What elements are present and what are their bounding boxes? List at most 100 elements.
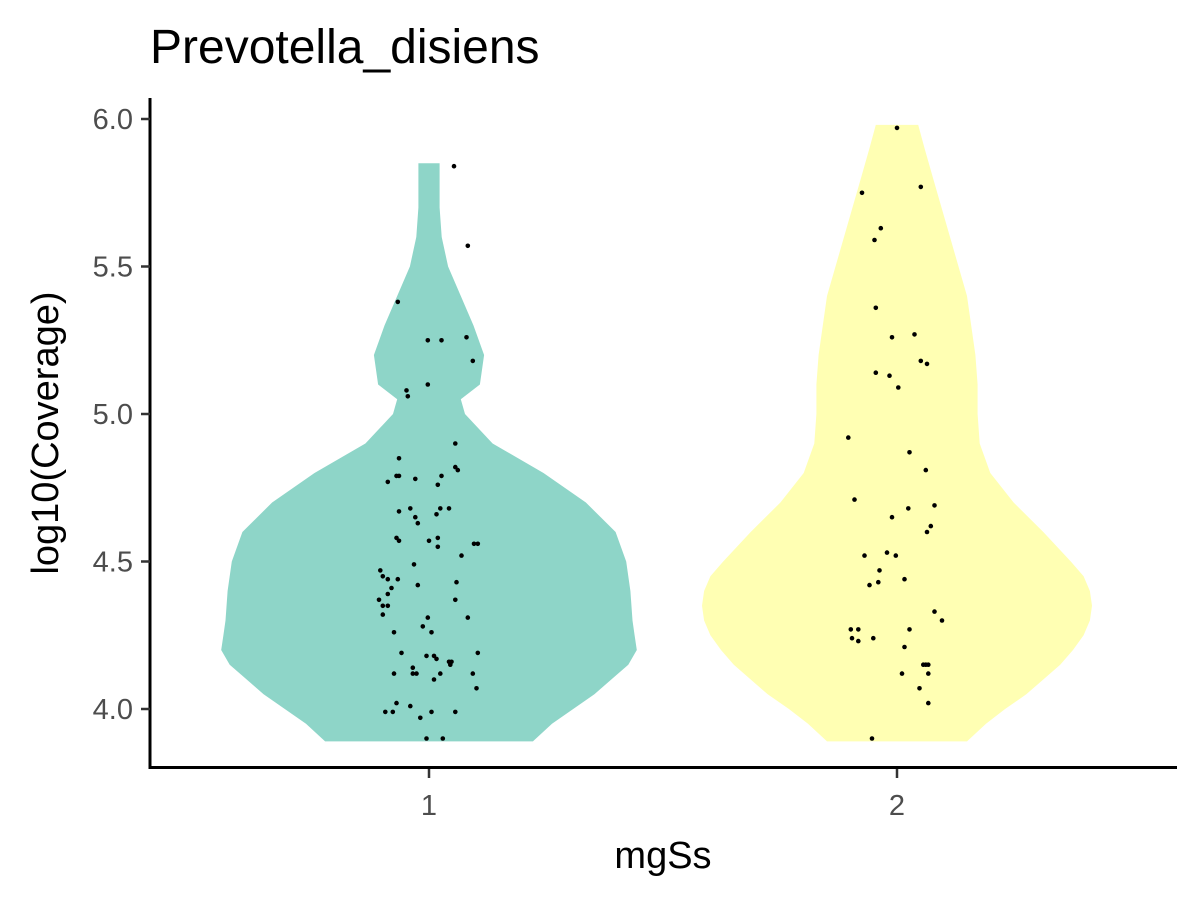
data-point: [455, 467, 461, 473]
data-point: [396, 538, 402, 544]
data-point: [404, 388, 409, 393]
data-point: [474, 686, 479, 691]
y-tick-label: 5.5: [93, 252, 133, 284]
y-tick-label: 4.0: [93, 694, 133, 726]
data-point: [454, 579, 459, 585]
data-point: [395, 576, 401, 582]
violin-1: [221, 163, 637, 742]
data-point: [385, 576, 391, 582]
data-point: [470, 671, 476, 676]
data-point: [396, 473, 402, 479]
violin-2: [702, 124, 1092, 742]
data-point: [871, 635, 876, 641]
data-point: [877, 568, 882, 573]
data-point: [873, 370, 879, 376]
data-point: [453, 441, 458, 446]
data-point: [889, 335, 895, 340]
data-point: [873, 305, 879, 311]
data-point: [396, 509, 402, 514]
data-point: [376, 597, 382, 603]
data-point: [415, 582, 421, 588]
data-point: [856, 638, 861, 644]
data-point: [907, 627, 912, 632]
data-point: [884, 550, 890, 555]
data-point: [414, 671, 419, 676]
data-point: [906, 506, 911, 511]
violins-layer: [221, 124, 1092, 742]
data-point: [396, 456, 402, 461]
data-point: [907, 450, 912, 455]
data-point: [435, 544, 441, 550]
data-point: [431, 677, 437, 682]
data-point: [924, 361, 930, 367]
x-axis-title: mgSs: [614, 835, 711, 877]
data-point: [889, 514, 895, 520]
points-layer: [376, 125, 945, 741]
data-point: [928, 523, 934, 529]
data-point: [867, 582, 872, 588]
data-point: [464, 335, 469, 340]
data-point: [451, 163, 457, 169]
data-point: [918, 184, 924, 190]
data-point: [939, 618, 945, 623]
data-point: [902, 644, 907, 650]
data-point: [924, 529, 930, 535]
data-point: [399, 650, 404, 656]
data-point: [896, 385, 901, 390]
data-point: [410, 671, 416, 676]
data-point: [383, 709, 388, 715]
data-point: [413, 514, 418, 520]
data-point: [465, 615, 471, 620]
y-tick-label: 5.0: [93, 399, 133, 431]
data-point: [465, 243, 471, 249]
data-point: [380, 603, 386, 609]
data-point: [380, 574, 386, 579]
data-point: [378, 568, 383, 573]
data-point: [434, 512, 439, 517]
data-point: [415, 520, 421, 526]
data-point: [470, 358, 476, 364]
y-tick-label: 4.5: [93, 547, 133, 579]
data-point: [849, 635, 855, 641]
data-point: [912, 332, 917, 337]
data-point: [926, 671, 931, 676]
x-tick-label: 1: [421, 790, 437, 822]
data-point: [459, 553, 464, 558]
data-point: [926, 700, 931, 706]
data-point: [917, 686, 922, 691]
data-point: [926, 662, 931, 667]
data-point: [429, 630, 434, 635]
chart-title: Prevotella_disiens: [150, 21, 540, 74]
data-point: [425, 615, 431, 620]
data-point: [438, 506, 443, 511]
data-point: [453, 597, 458, 603]
data-point: [448, 662, 453, 667]
data-point: [391, 671, 397, 676]
data-point: [439, 473, 444, 479]
data-point: [425, 338, 431, 343]
data-point: [389, 585, 394, 591]
data-point: [856, 627, 861, 632]
data-point: [405, 394, 411, 399]
data-point: [918, 358, 924, 364]
data-point: [862, 553, 867, 558]
data-point: [408, 703, 413, 709]
data-point: [413, 476, 418, 482]
data-point: [390, 709, 396, 715]
data-point: [394, 700, 399, 706]
data-point: [846, 435, 851, 440]
y-tick-label: 6.0: [93, 104, 133, 136]
data-point: [385, 603, 391, 609]
data-point: [385, 591, 391, 597]
data-point: [408, 506, 413, 511]
data-point: [425, 382, 431, 387]
data-point: [420, 624, 426, 629]
data-point: [869, 736, 875, 741]
data-point: [852, 497, 857, 502]
data-point: [475, 541, 481, 547]
data-point: [848, 627, 854, 632]
data-point: [435, 535, 441, 541]
data-point: [932, 609, 937, 614]
